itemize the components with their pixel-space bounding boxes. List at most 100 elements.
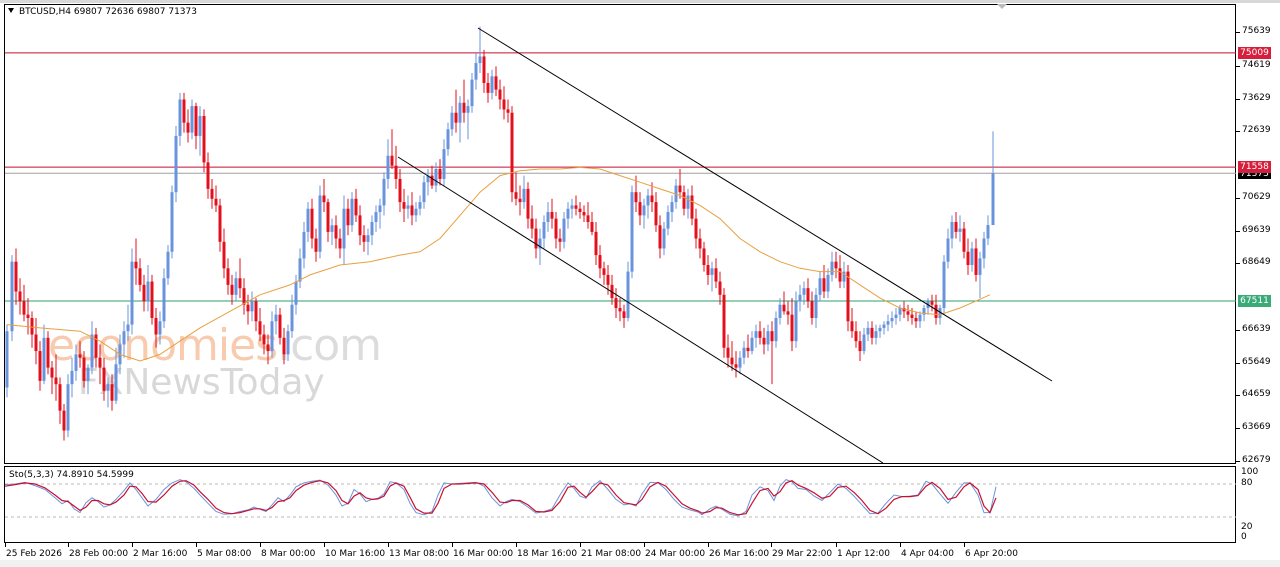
bear-candle (226, 268, 230, 285)
stoch-level-label: 100 (1241, 467, 1259, 477)
bear-candle (694, 218, 698, 239)
bull-candle (542, 221, 546, 239)
bear-candle (258, 321, 262, 335)
bear-candle (714, 268, 718, 282)
bull-candle (382, 178, 386, 206)
bear-candle (46, 337, 50, 368)
bull-candle (630, 192, 634, 272)
time-axis-label: 16 Mar 00:00 (453, 549, 514, 559)
bear-candle (398, 178, 402, 203)
price-tick (1236, 65, 1240, 67)
bear-candle (698, 238, 702, 249)
bear-candle (354, 198, 358, 216)
price-tag-71373: 71373 (1238, 170, 1271, 180)
stoch-level-label: 0 (1241, 532, 1247, 542)
chart-title: BTCUSD,H4 69807 72636 69807 71373 (8, 7, 197, 17)
price-axis-label: 69639 (1242, 224, 1271, 235)
bull-candle (646, 195, 650, 206)
bear-candle (394, 165, 398, 179)
bear-candle (278, 314, 282, 338)
time-tick (836, 543, 837, 547)
bull-candle (882, 324, 886, 328)
time-axis-label: 18 Mar 16:00 (517, 549, 578, 559)
bull-candle (754, 331, 758, 338)
bear-candle (650, 195, 654, 203)
bear-candle (810, 301, 814, 318)
bear-candle (482, 56, 486, 83)
stoch-signal-line (5, 480, 997, 516)
bull-candle (798, 294, 802, 302)
bear-candle (702, 248, 706, 266)
bull-candle (830, 261, 834, 275)
bull-candle (738, 357, 742, 368)
bull-candle (294, 281, 298, 305)
bull-candle (750, 337, 754, 352)
bear-candle (134, 261, 138, 269)
bear-candle (734, 364, 738, 368)
bull-candle (662, 228, 666, 249)
bull-candle (274, 314, 278, 322)
time-tick (964, 543, 965, 547)
bull-candle (90, 334, 94, 368)
bear-candle (62, 410, 66, 431)
bull-candle (862, 334, 866, 352)
bear-candle (262, 334, 266, 345)
bear-candle (718, 281, 722, 295)
bear-candle (838, 268, 842, 282)
bear-candle (834, 261, 838, 269)
bear-candle (362, 235, 366, 242)
stoch-main-line (5, 479, 997, 517)
bull-candle (426, 175, 430, 183)
bull-candle (414, 208, 418, 216)
bull-candle (86, 367, 90, 381)
bull-candle (386, 155, 390, 179)
bear-candle (494, 76, 498, 90)
bull-candle (290, 304, 294, 332)
bull-candle (490, 76, 494, 93)
stoch-level-label: 80 (1241, 478, 1253, 488)
price-axis-label: 64659 (1242, 389, 1271, 400)
time-axis-label: 13 Mar 08:00 (389, 549, 450, 559)
stochastic-pane[interactable] (4, 466, 1236, 543)
bear-candle (110, 384, 114, 401)
bear-candle (514, 192, 518, 199)
bear-candle (142, 284, 146, 302)
price-chart-pane[interactable] (4, 4, 1236, 464)
bear-candle (534, 228, 538, 249)
bear-candle (614, 298, 618, 309)
stoch-level-label: 20 (1241, 522, 1253, 532)
bull-candle (422, 182, 426, 203)
price-tag-71558: 71558 (1238, 161, 1271, 174)
bull-candle (818, 278, 822, 295)
bear-candle (758, 331, 762, 338)
bear-candle (746, 347, 750, 352)
bear-candle (574, 205, 578, 209)
bull-candle (866, 327, 870, 335)
bear-candle (94, 334, 98, 358)
bear-candle (846, 271, 850, 322)
dropdown-triangle-icon[interactable] (8, 8, 14, 13)
bear-candle (590, 221, 594, 232)
bear-candle (506, 109, 510, 113)
bear-candle (518, 198, 522, 203)
bear-candle (14, 261, 18, 292)
bear-candle (210, 188, 214, 199)
bull-candle (546, 212, 550, 222)
bull-candle (74, 354, 78, 371)
bull-candle (802, 288, 806, 295)
bull-candle (306, 208, 310, 232)
bear-candle (582, 212, 586, 216)
chart-shift-marker-icon[interactable] (997, 4, 1007, 9)
bear-candle (346, 208, 350, 226)
time-tick (196, 543, 197, 547)
bear-candle (786, 311, 790, 315)
watermark-fxnewstoday: FXNewsToday (78, 362, 325, 403)
bull-candle (270, 321, 274, 352)
bull-candle (642, 205, 646, 216)
bull-candle (778, 304, 782, 318)
bear-candle (678, 185, 682, 193)
price-tick (1236, 362, 1240, 364)
bull-candle (626, 271, 630, 318)
moving-average-line (6, 166, 991, 362)
bear-candle (218, 205, 222, 242)
